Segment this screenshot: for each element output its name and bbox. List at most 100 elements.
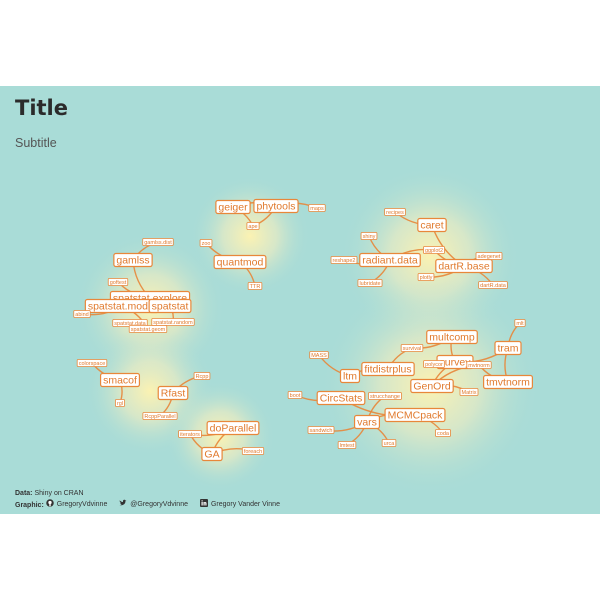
package-node-mlt[interactable]: mlt — [514, 319, 526, 327]
package-label: caret — [420, 220, 443, 232]
package-node-rfast[interactable]: Rfast — [157, 385, 189, 401]
package-node-zoo[interactable]: zoo — [199, 239, 213, 247]
package-node-radiant-data[interactable]: radiant.data — [359, 252, 421, 268]
caption-twitter[interactable]: @GregoryVdvinne — [119, 499, 188, 510]
package-node-rcppparallel[interactable]: RcppParallel — [142, 412, 178, 420]
package-node-polycor[interactable]: polycor — [423, 360, 445, 368]
package-node-iterators[interactable]: iterators — [178, 430, 202, 438]
package-node-matrix[interactable]: Matrix — [459, 388, 479, 396]
package-node-coda[interactable]: coda — [435, 429, 451, 437]
package-node-spatstat-random[interactable]: spatstat.random — [151, 318, 195, 326]
package-label: MCMCpack — [388, 410, 444, 422]
package-label-box — [514, 319, 526, 327]
package-node-survival[interactable]: survival — [400, 344, 424, 352]
package-node-gamlss-dist[interactable]: gamlss.dist — [142, 238, 174, 246]
package-label-box — [148, 298, 192, 314]
package-node-multcomp[interactable]: multcomp — [426, 329, 478, 345]
caption-github[interactable]: GregoryVdvinne — [46, 499, 107, 510]
package-node-smacof[interactable]: smacof — [99, 372, 141, 388]
package-node-mvtnorm[interactable]: mvtnorm — [466, 361, 492, 369]
package-node-abind[interactable]: abind — [73, 310, 91, 318]
package-node-mcmcpack[interactable]: MCMCpack — [384, 407, 446, 423]
page-subtitle: Subtitle — [15, 136, 57, 150]
package-node-colorspace[interactable]: colorspace — [76, 359, 108, 367]
package-node-lmtest[interactable]: lmtest — [337, 441, 357, 449]
package-node-boot[interactable]: boot — [287, 391, 303, 399]
package-label-box — [307, 426, 335, 434]
package-node-phytools[interactable]: phytools — [253, 198, 299, 214]
package-node-strucchange[interactable]: strucchange — [368, 392, 402, 400]
package-node-ggplot2[interactable]: ggplot2 — [423, 246, 445, 254]
package-node-gamlss[interactable]: gamlss — [113, 252, 153, 268]
package-node-adegenet[interactable]: adegenet — [475, 252, 503, 260]
package-label-box — [193, 372, 211, 380]
caption-linkedin-name: Gregory Vander Vinne — [210, 500, 280, 508]
package-node-fitdistrplus[interactable]: fitdistrplus — [361, 361, 415, 377]
package-label-box — [478, 281, 508, 289]
package-label: GA — [204, 449, 219, 461]
package-label: zoo — [202, 241, 211, 247]
package-node-rcpp[interactable]: Rcpp — [193, 372, 211, 380]
package-label: maps — [310, 206, 324, 212]
package-label-box — [381, 439, 397, 447]
package-node-reshape2[interactable]: reshape2 — [330, 256, 358, 264]
package-node-spatstat[interactable]: spatstat — [148, 298, 192, 314]
package-label: geiger — [218, 202, 248, 214]
package-node-dartr-data[interactable]: dartR.data — [478, 281, 508, 289]
package-label-box — [368, 392, 402, 400]
package-node-dartr-base[interactable]: dartR.base — [435, 258, 493, 274]
package-node-foreach[interactable]: foreach — [241, 447, 265, 455]
package-node-plotly[interactable]: plotly — [417, 273, 435, 281]
package-label: polycor — [425, 362, 443, 368]
package-node-ape[interactable]: ape — [246, 222, 260, 230]
package-node-tram[interactable]: tram — [494, 340, 522, 356]
package-node-sandwich[interactable]: sandwich — [307, 426, 335, 434]
package-label-box — [76, 359, 108, 367]
package-node-mass[interactable]: MASS — [309, 351, 329, 359]
package-node-quantmod[interactable]: quantmod — [213, 254, 267, 270]
package-label-box — [417, 217, 447, 233]
package-label: ggplot2 — [425, 248, 443, 254]
package-node-goftest[interactable]: goftest — [107, 278, 129, 286]
package-node-spatstat-geom[interactable]: spatstat.geom — [128, 325, 168, 333]
package-node-vars[interactable]: vars — [353, 414, 381, 430]
package-node-survey[interactable]: survey — [436, 354, 474, 370]
package-label: spatstat — [152, 301, 189, 313]
package-node-ltm[interactable]: ltm — [339, 368, 361, 384]
package-node-genord[interactable]: GenOrd — [410, 378, 454, 394]
package-node-shiny[interactable]: shiny — [360, 232, 378, 240]
package-label: Rcpp — [196, 374, 209, 380]
package-label-box — [339, 368, 361, 384]
package-label: colorspace — [79, 361, 106, 367]
package-label: lmtest — [340, 443, 355, 449]
package-node-recipes[interactable]: recipes — [384, 208, 406, 216]
package-label-box — [113, 252, 153, 268]
caption-linkedin[interactable]: Gregory Vander Vinne — [199, 499, 280, 510]
package-label: phytools — [256, 201, 295, 213]
package-label: sandwich — [310, 428, 333, 434]
package-node-geiger[interactable]: geiger — [215, 199, 251, 215]
package-label-box — [309, 351, 329, 359]
package-node-ga[interactable]: GA — [201, 446, 223, 462]
package-node-caret[interactable]: caret — [417, 217, 447, 233]
package-node-tmvtnorm[interactable]: tmvtnorm — [483, 374, 533, 390]
package-label-box — [360, 232, 378, 240]
package-node-circstats[interactable]: CircStats — [316, 390, 366, 406]
package-label: GenOrd — [413, 381, 451, 393]
package-node-maps[interactable]: maps — [308, 204, 326, 212]
package-label: reshape2 — [333, 258, 356, 264]
package-node-ttr[interactable]: TTR — [247, 282, 263, 290]
package-node-lubridate[interactable]: lubridate — [357, 279, 383, 287]
package-label-box — [384, 407, 446, 423]
package-label: plotly — [420, 275, 433, 281]
package-label: MASS — [311, 353, 327, 359]
package-node-doparallel[interactable]: doParallel — [206, 420, 260, 436]
package-label-box — [435, 429, 451, 437]
cluster-glow — [190, 176, 310, 296]
package-node-spatstat-model[interactable]: spatstat.model — [84, 298, 160, 314]
package-label: urca — [384, 441, 396, 447]
package-label-box — [246, 222, 260, 230]
package-node-urca[interactable]: urca — [381, 439, 397, 447]
package-label: spatstat.geom — [131, 327, 166, 333]
package-node-rgl[interactable]: rgl — [115, 399, 125, 407]
